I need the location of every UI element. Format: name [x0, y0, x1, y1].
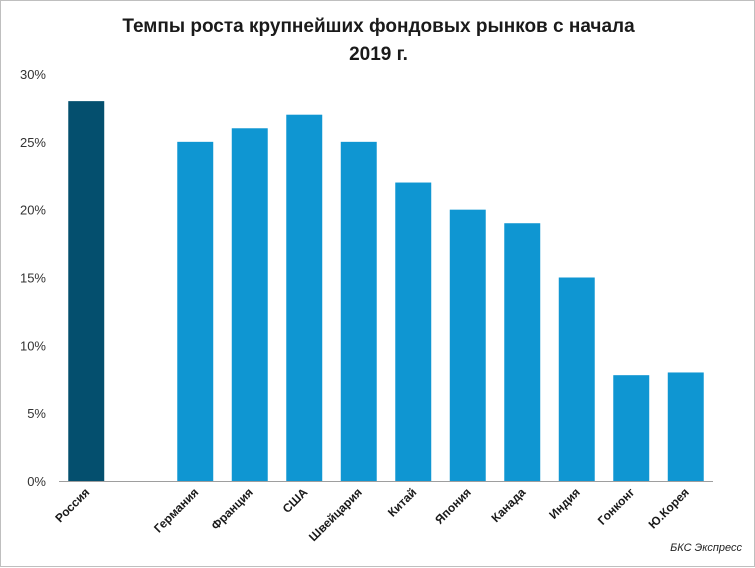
bar: [667, 372, 704, 481]
bar: [68, 101, 105, 481]
bar: [395, 182, 432, 482]
y-tick-label: 15%: [20, 271, 46, 286]
x-tick-label: Япония: [432, 485, 474, 527]
bar: [558, 277, 595, 481]
chart-title: Темпы роста крупнейших фондовых рынков с…: [122, 16, 635, 65]
bar: [449, 209, 486, 481]
x-tick-label: Индия: [546, 485, 583, 522]
x-tick-label: Китай: [385, 485, 419, 519]
x-tick-label: Россия: [52, 485, 92, 525]
y-tick-label: 25%: [20, 135, 46, 150]
bar: [340, 141, 377, 482]
y-tick-label: 20%: [20, 203, 46, 218]
y-tick-label: 10%: [20, 338, 46, 353]
x-tick-label: Швейцария: [306, 485, 365, 544]
x-tick-label: Ю.Корея: [646, 485, 692, 531]
bar: [177, 141, 214, 482]
bar: [231, 128, 268, 481]
bar: [286, 114, 323, 481]
source-label: БКС Экспресс: [670, 542, 742, 554]
bar: [504, 223, 541, 481]
x-tick-label: Германия: [151, 485, 201, 535]
x-tick-label: Канада: [489, 485, 529, 525]
y-tick-label: 0%: [27, 474, 46, 489]
y-tick-label: 30%: [20, 67, 46, 82]
y-tick-label: 5%: [27, 406, 46, 421]
bar: [613, 375, 650, 481]
x-tick-label: Гонконг: [595, 485, 638, 528]
x-tick-label: Франция: [208, 485, 256, 533]
x-tick-label: США: [280, 485, 311, 516]
